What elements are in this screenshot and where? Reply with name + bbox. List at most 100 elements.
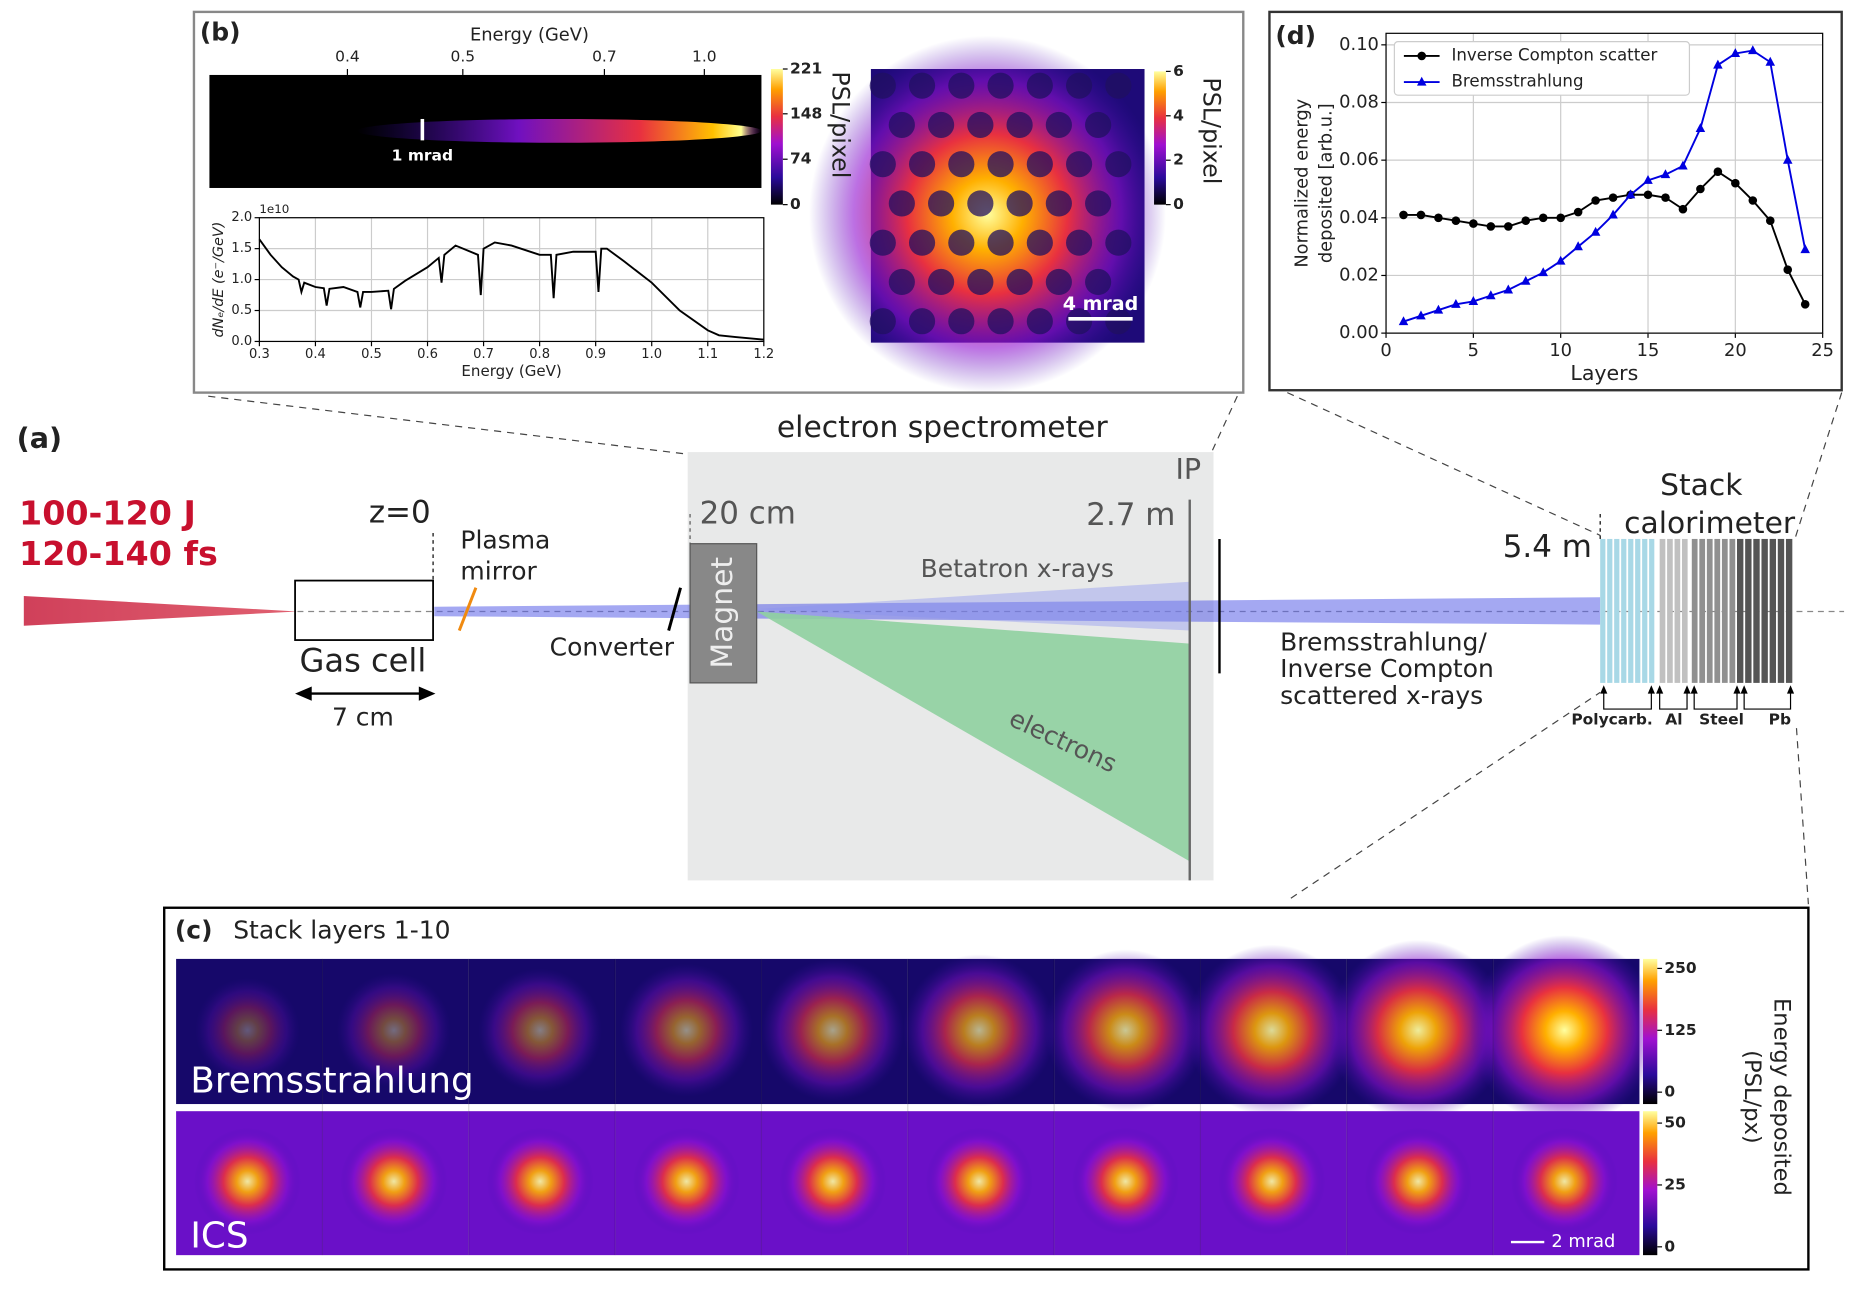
hole (1066, 308, 1093, 335)
x-tick-label: 10 (1549, 340, 1572, 361)
data-point (1433, 304, 1444, 314)
data-point (1451, 298, 1461, 308)
label: electron spectrometer (777, 410, 1109, 445)
hole (1045, 190, 1072, 217)
tile-glow (1364, 1127, 1472, 1235)
label: 5.4 m (1503, 529, 1592, 565)
y-tick-label: 2.0 (231, 210, 252, 225)
tile-glow (761, 958, 905, 1102)
data-point (1538, 267, 1548, 277)
tile-glow (340, 1127, 448, 1235)
y-tick-label: 0.06 (1339, 149, 1379, 170)
scale-label: 1 mrad (392, 146, 453, 164)
arrow-head (418, 686, 436, 701)
label: scattered x-rays (1280, 681, 1483, 710)
data-line (258, 238, 764, 341)
hole (987, 229, 1014, 256)
data-point (1573, 241, 1583, 251)
hole (1066, 72, 1093, 99)
colorbar-label: PSL/pixel (826, 71, 854, 178)
hole (1066, 151, 1093, 178)
data-point (1416, 310, 1426, 320)
arrow-head (295, 686, 312, 701)
data-point (1398, 316, 1409, 326)
panel-label: (c) (175, 916, 213, 945)
data-point (1469, 219, 1478, 228)
betatron-cone (756, 581, 1190, 631)
stack-layer (1714, 538, 1721, 683)
hole (987, 308, 1014, 335)
stack-layer (1642, 538, 1648, 683)
stack-layer (1628, 538, 1634, 683)
data-point (1468, 296, 1479, 305)
hole (1105, 308, 1132, 335)
tile-glow (779, 1127, 887, 1235)
hole (1026, 72, 1053, 99)
hole (869, 72, 896, 99)
stack-layer (1607, 538, 1613, 683)
label: Polycarb. (1571, 710, 1652, 728)
legend-label: Inverse Compton scatter (1451, 45, 1657, 64)
top-tick-label: 0.5 (451, 48, 476, 66)
data-point (1486, 222, 1496, 231)
data-point (1643, 190, 1653, 200)
material-brackets (1603, 687, 1792, 710)
stack-layer (1769, 538, 1777, 683)
hole (1006, 111, 1033, 139)
hole (908, 229, 936, 256)
label: 7 cm (332, 703, 394, 732)
panel-b-frame (192, 10, 1245, 394)
y-tick-label: 1.5 (231, 241, 252, 256)
laser-energy: 100-120 J (19, 494, 196, 533)
hole (1105, 72, 1132, 99)
colorbar-label: Energy deposited (1769, 998, 1795, 1196)
x-tick-label: 0 (1380, 340, 1391, 361)
colorbar (1154, 71, 1166, 205)
stack-layer (1635, 538, 1641, 683)
hole (888, 111, 915, 139)
stack-layer (1649, 538, 1655, 683)
axis-title: Energy (GeV) (470, 25, 589, 46)
magnet (689, 543, 758, 684)
stack-layer (1729, 538, 1736, 683)
converter (667, 587, 682, 631)
hole (1085, 190, 1112, 217)
top-tick-label: 0.4 (335, 48, 360, 66)
tile-glow (632, 1127, 741, 1235)
label: Plasma (460, 525, 550, 554)
hole (1045, 111, 1072, 139)
x-tick-label: 0.5 (361, 347, 382, 362)
tile-glow (478, 968, 603, 1093)
y-tick-label: 0.02 (1339, 264, 1379, 285)
holes (869, 72, 1132, 335)
colorbar-label: PSL/pixel (1197, 77, 1225, 184)
stack-layer (1659, 538, 1666, 683)
colorbar-tick-label: 221 (790, 60, 822, 78)
hole (869, 229, 896, 256)
data-point (1555, 255, 1566, 265)
legend-marker (1417, 51, 1427, 61)
stack (1600, 538, 1795, 694)
data-point (1730, 48, 1741, 58)
data-point (1678, 160, 1688, 170)
label: 20 cm (700, 496, 796, 532)
colorbar-tick-label: 74 (790, 150, 812, 168)
data-point (1520, 275, 1531, 285)
panel-label: (b) (200, 17, 241, 46)
colorbar (1643, 1111, 1658, 1256)
plasma-mirror (457, 587, 478, 632)
label: Stack (1660, 468, 1743, 503)
stack-layer (1621, 538, 1627, 683)
legend-label: Bremsstrahlung (1451, 72, 1583, 91)
x-axis-title: Layers (1570, 361, 1638, 385)
scale-label: 2 mrad (1551, 1231, 1615, 1252)
hole (967, 268, 994, 296)
y-axis-title: dNₑ/dE (e⁻/GeV) (211, 222, 227, 338)
label: IP (1175, 452, 1201, 486)
label: z=0 (369, 494, 431, 530)
label: Gas cell (300, 642, 427, 680)
data-point (1800, 244, 1810, 254)
data-point (1800, 300, 1810, 309)
tile-glow (1044, 949, 1207, 1112)
hole (948, 72, 975, 99)
